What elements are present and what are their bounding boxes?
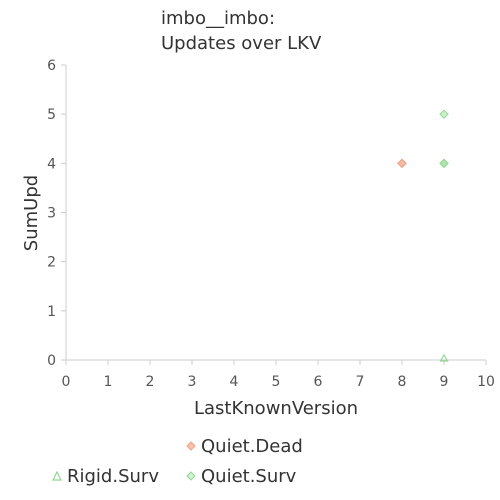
y-tick-label: 1 — [47, 304, 56, 320]
data-point — [397, 158, 407, 169]
chart-title-line-2: Updates over LKV — [161, 33, 322, 54]
x-tick-label: 5 — [272, 374, 281, 390]
x-tick-label: 1 — [104, 374, 113, 390]
y-tick-label: 3 — [47, 206, 56, 222]
x-tick-label: 7 — [356, 374, 365, 390]
axes: 0 1 2 3 4 5 6 7 8 9 10 0 1 2 3 4 5 6 — [47, 58, 495, 390]
data-point — [439, 158, 449, 169]
x-tick-label: 6 — [314, 374, 323, 390]
x-axis-label: LastKnownVersion — [194, 398, 358, 419]
x-tick-label: 3 — [188, 374, 197, 390]
y-tick-label: 6 — [47, 58, 56, 74]
legend-item-quiet-surv[interactable]: Quiet.Surv — [185, 466, 296, 487]
x-tick-label: 9 — [440, 374, 449, 390]
y-axis-label: SumUpd — [21, 175, 42, 251]
x-tick-label: 2 — [146, 374, 155, 390]
y-tick-label: 4 — [47, 156, 56, 172]
x-tick-label: 4 — [230, 374, 239, 390]
legend-label: Quiet.Surv — [201, 466, 297, 487]
x-tick-label: 0 — [62, 374, 71, 390]
legend-label: Rigid.Surv — [67, 466, 159, 487]
legend-label: Quiet.Dead — [201, 436, 303, 457]
diamond-icon — [185, 436, 197, 457]
triangle-icon — [51, 466, 63, 487]
chart-title-line-1: imbo__imbo: — [161, 8, 275, 29]
legend-item-rigid-surv[interactable]: Rigid.Surv — [51, 466, 159, 487]
data-point — [439, 353, 449, 362]
x-tick-label: 8 — [398, 374, 407, 390]
data-point — [439, 109, 449, 119]
y-tick-label: 2 — [47, 255, 56, 271]
legend-item-quiet-dead[interactable]: Quiet.Dead — [185, 436, 303, 457]
x-tick-label: 10 — [477, 374, 495, 390]
y-tick-label: 0 — [47, 353, 56, 369]
data-marks — [397, 109, 449, 362]
diamond-icon — [185, 466, 197, 487]
y-tick-label: 5 — [47, 107, 56, 123]
